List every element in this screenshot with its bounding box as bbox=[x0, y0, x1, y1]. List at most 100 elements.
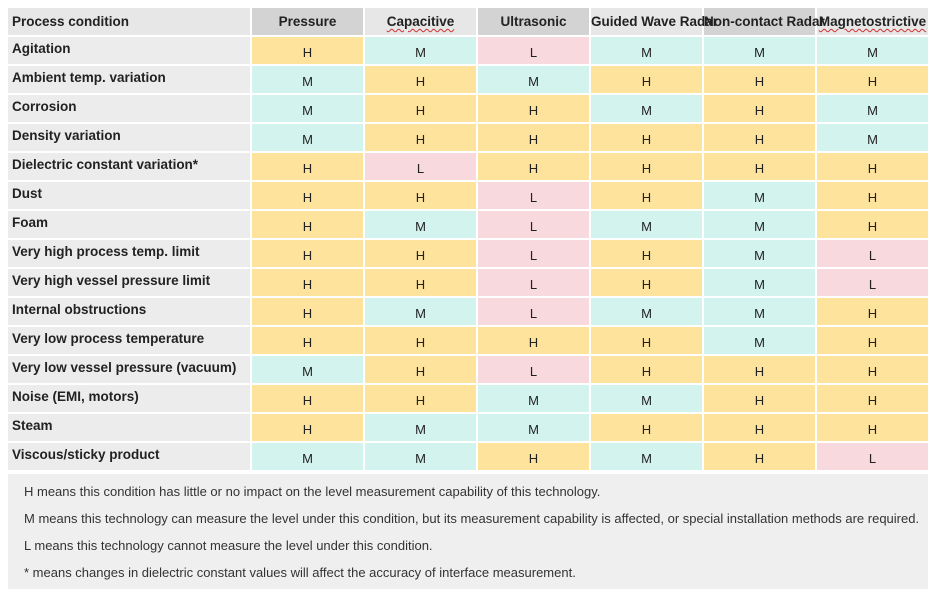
rating-cell: H bbox=[365, 182, 476, 209]
rating-cell: H bbox=[365, 124, 476, 151]
condition-cell: Corrosion bbox=[8, 95, 250, 122]
rating-cell: M bbox=[704, 269, 815, 296]
condition-cell: Density variation bbox=[8, 124, 250, 151]
table-row: Noise (EMI, motors) H H M M H H bbox=[8, 385, 928, 412]
rating-cell: L bbox=[478, 356, 589, 383]
rating-cell: H bbox=[252, 182, 363, 209]
rating-cell: H bbox=[817, 66, 928, 93]
rating-cell: H bbox=[591, 66, 702, 93]
rating-cell: M bbox=[704, 182, 815, 209]
rating-cell: H bbox=[365, 269, 476, 296]
technology-comparison-table: Process condition Pressure Capacitive Ul… bbox=[6, 6, 930, 472]
rating-cell: H bbox=[704, 95, 815, 122]
header-capacitive-label: Capacitive bbox=[386, 14, 455, 29]
table-row: Corrosion M H H M H M bbox=[8, 95, 928, 122]
rating-cell: M bbox=[704, 298, 815, 325]
rating-cell: H bbox=[365, 95, 476, 122]
rating-cell: L bbox=[365, 153, 476, 180]
rating-cell: H bbox=[817, 298, 928, 325]
header-capacitive: Capacitive bbox=[365, 8, 476, 35]
table-row: Very low vessel pressure (vacuum) M H L H H H bbox=[8, 356, 928, 383]
rating-cell: M bbox=[591, 298, 702, 325]
note-l: L means this technology cannot measure t… bbox=[24, 538, 433, 553]
header-pressure: Pressure bbox=[252, 8, 363, 35]
rating-cell: L bbox=[478, 298, 589, 325]
condition-cell: Very low vessel pressure (vacuum) bbox=[8, 356, 250, 383]
rating-cell: H bbox=[252, 153, 363, 180]
table-row: Viscous/sticky product M M H M H L bbox=[8, 443, 928, 470]
rating-cell: L bbox=[478, 240, 589, 267]
rating-cell: M bbox=[591, 95, 702, 122]
header-non-contact-radar: Non-contact Radar bbox=[704, 8, 825, 35]
rating-cell: H bbox=[252, 269, 363, 296]
table-row: Dielectric constant variation* H L H H H H bbox=[8, 153, 928, 180]
rating-cell: H bbox=[704, 443, 815, 470]
rating-cell: M bbox=[478, 414, 589, 441]
rating-cell: M bbox=[478, 66, 589, 93]
condition-cell: Agitation bbox=[8, 37, 250, 64]
rating-cell: M bbox=[365, 37, 476, 64]
rating-cell: L bbox=[817, 240, 928, 267]
header-process-condition: Process condition bbox=[8, 8, 250, 35]
rating-cell: M bbox=[704, 211, 815, 238]
rating-cell: H bbox=[591, 269, 702, 296]
rating-cell: L bbox=[478, 182, 589, 209]
rating-cell: M bbox=[365, 443, 476, 470]
rating-cell: M bbox=[365, 211, 476, 238]
rating-cell: H bbox=[365, 356, 476, 383]
rating-cell: H bbox=[704, 414, 815, 441]
rating-cell: H bbox=[817, 182, 928, 209]
table-row: Foam H M L M M H bbox=[8, 211, 928, 238]
rating-cell: H bbox=[817, 414, 928, 441]
table-row: Very high vessel pressure limit H H L H M L bbox=[8, 269, 928, 296]
table-body: Agitation H M L M M M Ambient temp. variation M H… bbox=[8, 37, 928, 470]
rating-cell: H bbox=[252, 240, 363, 267]
rating-cell: H bbox=[252, 414, 363, 441]
rating-cell: H bbox=[478, 124, 589, 151]
rating-cell: M bbox=[591, 37, 702, 64]
condition-cell: Very high process temp. limit bbox=[8, 240, 250, 267]
table-row: Agitation H M L M M M bbox=[8, 37, 928, 64]
rating-cell: M bbox=[478, 385, 589, 412]
header-magnetostrictive-label: Magnetostrictive bbox=[818, 14, 927, 29]
rating-cell: H bbox=[704, 356, 815, 383]
header-magnetostrictive: Magnetostrictive bbox=[817, 8, 928, 35]
condition-cell: Very low process temperature bbox=[8, 327, 250, 354]
rating-cell: H bbox=[704, 385, 815, 412]
comparison-document: Process condition Pressure Capacitive Ul… bbox=[6, 6, 930, 589]
condition-cell: Internal obstructions bbox=[8, 298, 250, 325]
rating-cell: H bbox=[591, 182, 702, 209]
rating-cell: H bbox=[591, 414, 702, 441]
rating-cell: H bbox=[478, 153, 589, 180]
rating-cell: M bbox=[365, 298, 476, 325]
rating-cell: H bbox=[591, 124, 702, 151]
rating-cell: M bbox=[591, 443, 702, 470]
rating-cell: M bbox=[704, 37, 815, 64]
condition-cell: Ambient temp. variation bbox=[8, 66, 250, 93]
rating-cell: H bbox=[252, 327, 363, 354]
rating-cell: H bbox=[817, 153, 928, 180]
rating-cell: H bbox=[252, 385, 363, 412]
rating-cell: H bbox=[704, 124, 815, 151]
legend-notes: H means this condition has little or no … bbox=[8, 474, 928, 589]
table-row: Density variation M H H H H M bbox=[8, 124, 928, 151]
rating-cell: H bbox=[817, 385, 928, 412]
condition-cell: Dust bbox=[8, 182, 250, 209]
table-row: Ambient temp. variation M H M H H H bbox=[8, 66, 928, 93]
rating-cell: M bbox=[704, 240, 815, 267]
note-m: M means this technology can measure the … bbox=[24, 511, 920, 526]
rating-cell: H bbox=[365, 327, 476, 354]
table-row: Very high process temp. limit H H L H M L bbox=[8, 240, 928, 267]
rating-cell: M bbox=[365, 414, 476, 441]
note-asterisk: * means changes in dielectric constant v… bbox=[24, 565, 576, 580]
rating-cell: M bbox=[591, 385, 702, 412]
rating-cell: M bbox=[252, 66, 363, 93]
table-row: Very low process temperature H H H H M H bbox=[8, 327, 928, 354]
rating-cell: M bbox=[252, 356, 363, 383]
rating-cell: H bbox=[478, 443, 589, 470]
rating-cell: H bbox=[252, 298, 363, 325]
rating-cell: H bbox=[478, 95, 589, 122]
rating-cell: H bbox=[252, 211, 363, 238]
rating-cell: L bbox=[478, 269, 589, 296]
condition-cell: Dielectric constant variation* bbox=[8, 153, 250, 180]
